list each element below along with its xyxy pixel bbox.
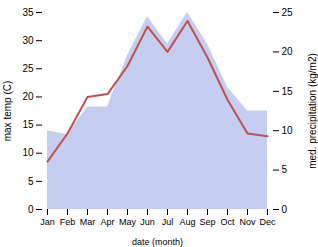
svg-text:Jan: Jan bbox=[40, 217, 55, 227]
svg-text:Nov: Nov bbox=[239, 217, 256, 227]
svg-text:Jul: Jul bbox=[162, 217, 174, 227]
svg-text:20: 20 bbox=[282, 46, 294, 57]
svg-text:Jun: Jun bbox=[140, 217, 155, 227]
svg-text:Dec: Dec bbox=[259, 217, 276, 227]
svg-text:5: 5 bbox=[28, 176, 34, 187]
svg-text:Sep: Sep bbox=[199, 217, 215, 227]
svg-text:Aug: Aug bbox=[179, 217, 195, 227]
svg-text:med. precipitation (kg/m2): med. precipitation (kg/m2) bbox=[307, 53, 318, 169]
svg-text:date (month): date (month) bbox=[132, 237, 183, 247]
svg-text:Feb: Feb bbox=[60, 217, 76, 227]
svg-text:5: 5 bbox=[282, 164, 288, 175]
svg-text:Mar: Mar bbox=[80, 217, 96, 227]
svg-text:30: 30 bbox=[22, 35, 34, 46]
svg-text:25: 25 bbox=[22, 63, 34, 74]
svg-text:10: 10 bbox=[282, 125, 294, 136]
svg-text:25: 25 bbox=[282, 7, 294, 18]
svg-text:May: May bbox=[119, 217, 137, 227]
svg-text:Apr: Apr bbox=[100, 217, 114, 227]
svg-text:0: 0 bbox=[282, 204, 288, 215]
svg-text:15: 15 bbox=[22, 119, 34, 130]
svg-text:35: 35 bbox=[22, 7, 34, 18]
svg-text:10: 10 bbox=[22, 147, 34, 158]
svg-text:20: 20 bbox=[22, 91, 34, 102]
svg-text:0: 0 bbox=[28, 204, 34, 215]
svg-text:Oct: Oct bbox=[220, 217, 235, 227]
svg-text:max temp (C): max temp (C) bbox=[2, 81, 13, 142]
svg-text:15: 15 bbox=[282, 86, 294, 97]
